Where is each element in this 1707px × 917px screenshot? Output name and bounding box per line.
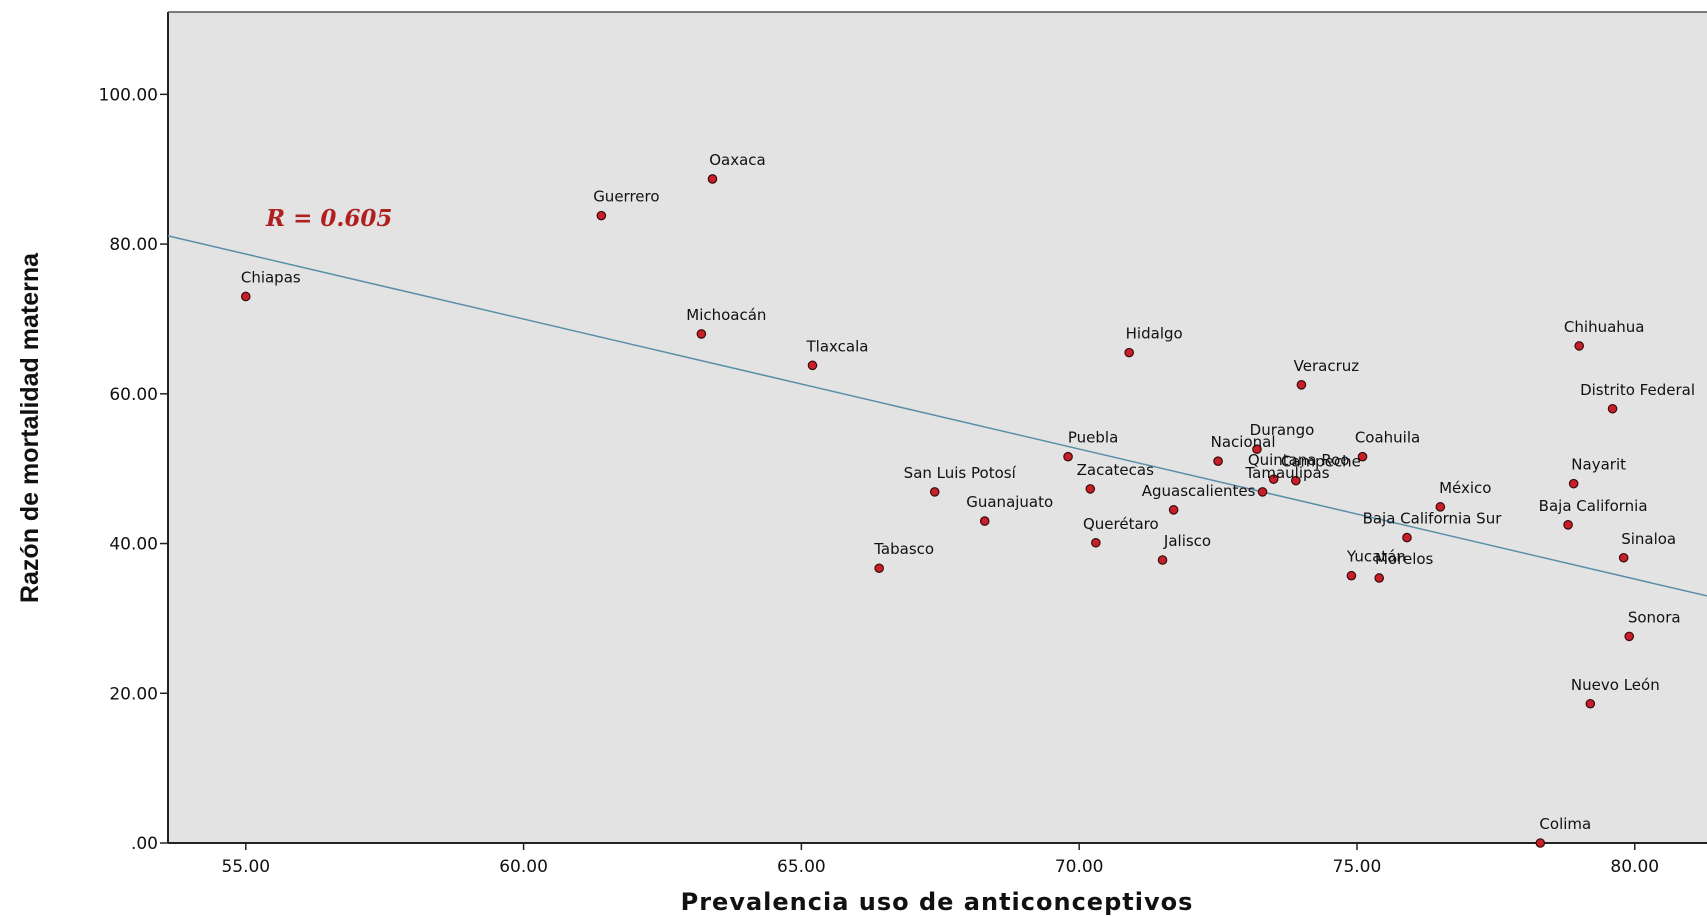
point-label: Michoacán — [686, 306, 766, 324]
data-point — [1257, 487, 1268, 497]
point-label: Zacatecas — [1077, 461, 1154, 479]
data-points — [240, 174, 1635, 848]
point-label: Morelos — [1375, 550, 1434, 568]
point-label: Puebla — [1068, 429, 1118, 447]
x-axis-ticks: 55.00 60.00 65.00 70.00 75.00 80.00 — [221, 843, 1659, 877]
point-label: Tabasco — [873, 540, 934, 558]
data-point — [240, 291, 251, 302]
data-point — [1535, 838, 1546, 848]
data-point — [1624, 631, 1635, 642]
data-point — [1157, 555, 1168, 565]
data-point — [1374, 573, 1384, 583]
data-point — [1435, 502, 1446, 512]
data-point — [696, 329, 707, 339]
x-tick-label: 55.00 — [221, 857, 270, 877]
data-point — [874, 563, 884, 574]
point-label: Baja California — [1539, 497, 1648, 515]
data-point — [1213, 456, 1223, 466]
point-label: Nayarit — [1571, 456, 1626, 474]
data-point — [1296, 380, 1307, 390]
data-point — [1291, 475, 1301, 486]
point-label: San Luis Potosí — [904, 464, 1017, 482]
data-point — [1607, 403, 1618, 414]
y-tick-label: 20.00 — [109, 684, 158, 704]
point-label: Durango — [1250, 421, 1315, 439]
x-tick-label: 80.00 — [1610, 857, 1659, 877]
point-label: Campeche — [1281, 453, 1361, 471]
point-label: Aguascalientes — [1142, 482, 1256, 500]
data-point — [1091, 537, 1101, 548]
data-point — [1618, 552, 1629, 563]
point-label: Hidalgo — [1126, 325, 1183, 343]
x-tick-label: 70.00 — [1055, 857, 1104, 877]
point-label: Veracruz — [1294, 357, 1360, 375]
data-point — [1574, 341, 1585, 351]
regression-line — [167, 235, 1707, 597]
point-label: Tamaulipas — [1245, 464, 1330, 482]
x-axis-title: Prevalencia uso de anticonceptivos — [681, 888, 1194, 916]
plot-frame — [167, 11, 1707, 844]
y-tick-label: 40.00 — [109, 535, 158, 555]
x-tick-label: 65.00 — [777, 857, 826, 877]
data-point — [707, 174, 718, 184]
y-tick-label: 80.00 — [109, 235, 158, 255]
point-label: Coahuila — [1355, 429, 1420, 447]
point-label: Querétaro — [1083, 515, 1159, 533]
y-tick-label: 100.00 — [99, 85, 158, 105]
data-point — [1063, 451, 1073, 462]
point-label: Chihuahua — [1564, 318, 1645, 336]
data-point — [1252, 444, 1262, 455]
data-point — [1346, 570, 1357, 581]
y-tick-label: 60.00 — [109, 385, 158, 405]
y-axis-title: Razón de mortalidad materna — [16, 252, 44, 603]
point-label: Sinaloa — [1621, 530, 1676, 548]
data-point — [1563, 520, 1573, 530]
data-point — [1568, 478, 1579, 489]
point-label: Quintana Roo — [1248, 451, 1350, 469]
data-point — [1402, 532, 1412, 543]
r-annotation: R = 0.605 — [265, 205, 392, 232]
point-label: Tlaxcala — [806, 337, 869, 355]
point-labels: Chiapas Guerrero Oaxaca Michoacán Tlaxcala Hi… — [241, 151, 1695, 833]
point-label: Colima — [1539, 815, 1591, 833]
data-point — [1168, 505, 1179, 515]
data-point — [1085, 484, 1096, 494]
data-point — [979, 516, 990, 526]
data-point — [1585, 698, 1596, 709]
point-label: México — [1439, 479, 1491, 497]
data-point — [807, 360, 818, 371]
y-tick-label: .00 — [131, 834, 158, 854]
point-label: Chiapas — [241, 268, 301, 286]
point-label: Guerrero — [593, 188, 659, 206]
data-point — [929, 487, 940, 497]
data-point — [1268, 474, 1279, 484]
x-tick-label: 60.00 — [499, 857, 548, 877]
point-label: Nacional — [1211, 433, 1276, 451]
x-tick-label: 75.00 — [1333, 857, 1382, 877]
point-label: Sonora — [1628, 608, 1681, 626]
plot-background — [168, 12, 1707, 843]
y-axis-ticks: .00 20.00 40.00 60.00 80.00 100.00 — [99, 85, 168, 854]
point-label: Baja California Sur — [1363, 510, 1503, 528]
data-point — [596, 210, 607, 221]
point-label: Oaxaca — [709, 151, 766, 169]
point-label: Yucatán — [1346, 548, 1406, 566]
point-label: Distrito Federal — [1580, 381, 1695, 399]
point-label: Guanajuato — [966, 493, 1053, 511]
data-point — [1124, 347, 1134, 358]
point-label: Jalisco — [1163, 532, 1211, 550]
data-point — [1357, 451, 1368, 462]
point-label: Nuevo León — [1571, 676, 1660, 694]
